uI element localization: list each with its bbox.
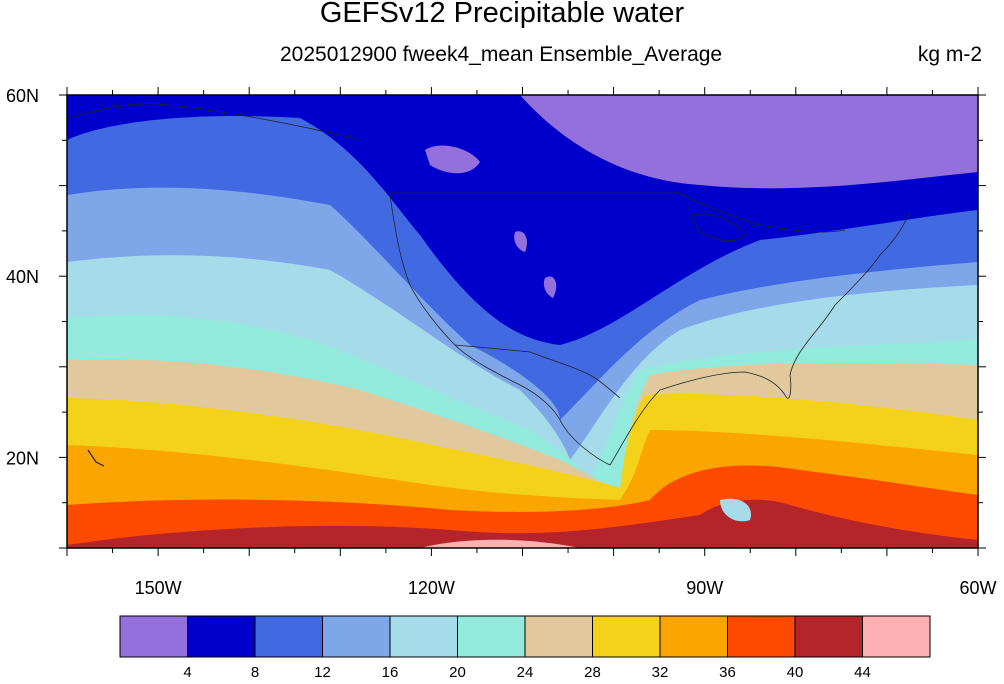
us-mexico-border (454, 344, 621, 399)
colorbar-swatch (794, 615, 863, 658)
us-canada-border (390, 192, 846, 233)
colorbar-swatch (322, 615, 391, 658)
map-title: GEFSv12 Precipitable water (319, 0, 685, 29)
lon-tick-label: 90W (686, 578, 723, 598)
colorbar-swatch (119, 615, 188, 658)
precipitable-water-field (67, 95, 978, 548)
colorbar-label: 28 (584, 664, 601, 681)
contour-lobe-rockies (514, 231, 527, 252)
units-label: kg m-2 (917, 43, 982, 66)
pacific-coastline (389, 194, 611, 466)
colorbar-label: 24 (517, 664, 534, 681)
colorbar-swatch (727, 615, 796, 658)
colorbar-label: 36 (719, 664, 736, 681)
map-axes: 150W 120W 90W 60W 60N 40N 20N (6, 86, 997, 598)
colorbar-swatch (457, 615, 526, 658)
colorbar-label: 20 (449, 664, 466, 681)
lon-tick-label: 60W (959, 578, 996, 598)
colorbar-swatch (659, 615, 728, 658)
lon-tick-label: 120W (408, 578, 455, 598)
colorbar-label: 8 (251, 664, 259, 681)
lat-tick-label: 20N (6, 448, 39, 468)
contour-band-44-plus (420, 539, 580, 548)
hawaii (87, 449, 105, 467)
colorbar-label: 44 (854, 664, 871, 681)
colorbar-label: 32 (652, 664, 669, 681)
colorbar-swatch (524, 615, 593, 658)
contour-lobe-caribbean (720, 498, 751, 522)
lon-tick-label: 150W (135, 578, 182, 598)
coastline-and-borders (67, 103, 911, 467)
colorbar-label: 12 (314, 664, 331, 681)
contour-lobe-hudson (425, 145, 480, 174)
colorbar-swatch (389, 615, 458, 658)
colorbar-label: 16 (382, 664, 399, 681)
colorbar-swatch (592, 615, 661, 658)
lat-tick-label: 60N (6, 86, 39, 106)
contour-lobe-colorado (543, 276, 557, 298)
colorbar-swatch (254, 615, 323, 658)
alaska-coast (67, 103, 361, 141)
colorbar-label: 40 (787, 664, 804, 681)
colorbar-label: 4 (183, 664, 191, 681)
lat-tick-label: 40N (6, 267, 39, 287)
map-subtitle: 2025012900 fweek4_mean Ensemble_Average (280, 43, 723, 66)
colorbar-swatch (862, 615, 931, 658)
gulf-coastline (609, 209, 911, 466)
colorbar-swatch (187, 615, 256, 658)
great-lakes (689, 213, 746, 241)
colorbar: 4 8 12 16 20 24 28 32 36 40 44 (119, 615, 931, 681)
